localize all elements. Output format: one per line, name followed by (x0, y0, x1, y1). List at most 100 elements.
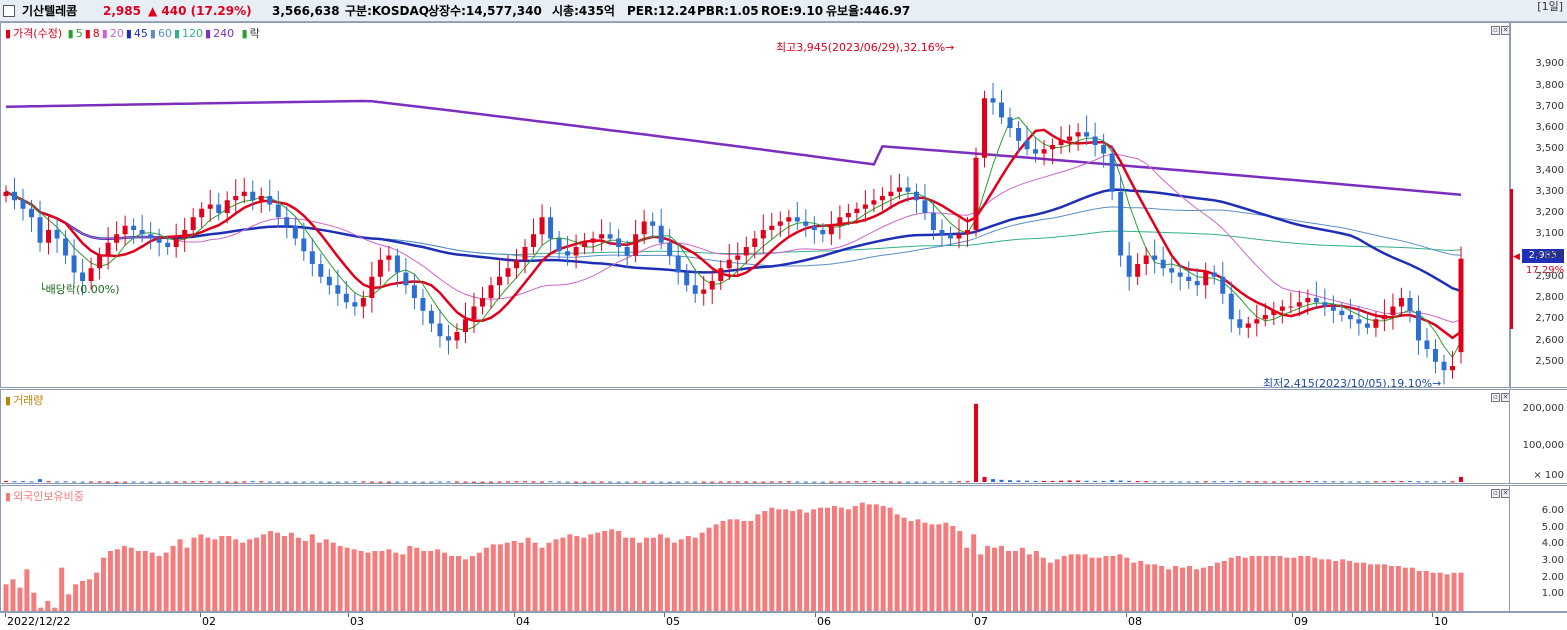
price-panel: ▮ 가격(수정) ▮ 5 ▮ 8 ▮ 20 ▮ 45 ▮ 60 ▮ 120 ▮ 240 ▮ 락 ▫ ✕ 최고3… (0, 22, 1510, 388)
foreign-minimize-icon[interactable]: ▫ (1491, 489, 1500, 498)
candle-body (1220, 276, 1226, 294)
volume-bar (752, 481, 757, 483)
volume-unit: × 100 (1533, 470, 1564, 481)
foreign-bar (985, 546, 991, 611)
volume-bar (778, 481, 783, 483)
foreign-bar (852, 506, 858, 611)
volume-bar (999, 479, 1004, 482)
candle-body (71, 255, 77, 273)
foreign-bar (177, 539, 183, 611)
candle-body (913, 191, 919, 201)
volume-bar (939, 481, 944, 483)
volume-bar (642, 481, 647, 483)
legend-volume[interactable]: 거래량 (13, 394, 44, 407)
volume-bar (437, 481, 442, 483)
foreign-chart-canvas[interactable] (1, 486, 1510, 612)
foreign-bar (1263, 556, 1269, 611)
foreign-bar (1096, 557, 1102, 611)
period-selector[interactable]: [1일] (1537, 0, 1563, 13)
date-label: 08 (1128, 615, 1142, 628)
volume-bar (514, 481, 519, 483)
legend-ma-5[interactable]: 5 (75, 27, 83, 40)
volume-bar (914, 481, 919, 483)
candle-body (1449, 366, 1455, 371)
volume-bar (72, 481, 77, 483)
volume-chart-canvas[interactable] (1, 390, 1510, 484)
legend-fall[interactable]: 락 (249, 27, 260, 40)
candle-body (837, 217, 843, 226)
candle-body (131, 225, 137, 230)
price-chart-canvas[interactable] (1, 23, 1510, 388)
candle-body (1203, 272, 1209, 286)
candle-body (216, 204, 222, 213)
candle-body (1041, 149, 1047, 154)
legend-ma-20[interactable]: 20 (109, 27, 124, 40)
foreign-ownership-panel: ▮ 외국인보유비중 ▫ ✕ (0, 485, 1510, 612)
candle-body (1186, 276, 1192, 281)
volume-bar (982, 476, 987, 482)
foreign-bar (630, 537, 636, 611)
select-checkbox[interactable] (3, 5, 15, 17)
candle-body (854, 208, 860, 213)
legend-ma-8[interactable]: 8 (92, 27, 100, 40)
foreign-bar (400, 554, 406, 611)
panel-close-icon[interactable]: ✕ (1501, 26, 1509, 35)
candle-body (1067, 136, 1073, 141)
ma-45-line (5, 188, 1462, 293)
candle-body (377, 259, 383, 277)
foreign-bar (1221, 561, 1227, 611)
foreign-bar (1138, 561, 1144, 611)
foreign-bar (330, 542, 336, 611)
candle-body (956, 234, 962, 239)
legend-foreign[interactable]: 외국인보유비중 (13, 490, 84, 503)
candle-body (794, 217, 800, 222)
candle-body (37, 217, 43, 243)
foreign-bar (302, 541, 308, 611)
foreign-close-icon[interactable]: ✕ (1501, 489, 1509, 498)
last-price-pointer-icon: ◀ (1513, 252, 1520, 262)
candle-body (1152, 255, 1158, 260)
foreign-bar (24, 569, 30, 611)
foreign-bar (887, 507, 893, 611)
foreign-bar (866, 504, 872, 611)
date-label: 06 (817, 615, 831, 628)
legend-ma-120[interactable]: 120 (182, 27, 204, 40)
volume-bar (1042, 480, 1047, 482)
price-tick: 3,000 (1535, 249, 1564, 261)
foreign-bar (184, 547, 190, 611)
candle-body (309, 251, 315, 264)
foreign-bar (845, 509, 851, 611)
legend-ma-60[interactable]: 60 (157, 27, 172, 40)
legend-ma-240[interactable]: 240 (213, 27, 235, 40)
candle-body (820, 230, 826, 235)
foreign-bar (128, 547, 134, 611)
ma-20-line (5, 153, 1462, 323)
foreign-bar (100, 557, 106, 611)
foreign-bar (1319, 559, 1325, 611)
legend-price[interactable]: 가격(수정) (13, 27, 63, 40)
foreign-bar (574, 536, 580, 611)
candle-body (1356, 319, 1362, 324)
foreign-bar (351, 549, 357, 611)
volume-bar (701, 481, 706, 483)
panel-minimize-icon[interactable]: ▫ (1491, 26, 1500, 35)
date-axis: 2022/12/22 02 03 04 05 06 07 08 09 10 (0, 612, 1567, 630)
candle-body (292, 225, 298, 239)
candle-body (1033, 149, 1039, 154)
volume-bar (888, 481, 893, 483)
volume-bar (1399, 481, 1404, 483)
foreign-bar (17, 587, 23, 611)
volume-close-icon[interactable]: ✕ (1501, 393, 1509, 402)
volume-minimize-icon[interactable]: ▫ (1491, 393, 1500, 402)
legend-ma-45[interactable]: 45 (133, 27, 148, 40)
ex-rights-annotation: └배당락(0.00%) (39, 281, 120, 297)
volume-bar (489, 481, 493, 483)
high-annotation: 최고3,945(2023/06/29),32.16%→ (776, 39, 954, 55)
volume-bar (880, 481, 885, 483)
foreign-bar (1124, 557, 1130, 611)
price-tick: 3,100 (1535, 228, 1564, 240)
foreign-bar (908, 521, 914, 611)
volume-bar (284, 481, 289, 483)
volume-bar (1229, 481, 1234, 483)
foreign-bar (114, 549, 120, 611)
